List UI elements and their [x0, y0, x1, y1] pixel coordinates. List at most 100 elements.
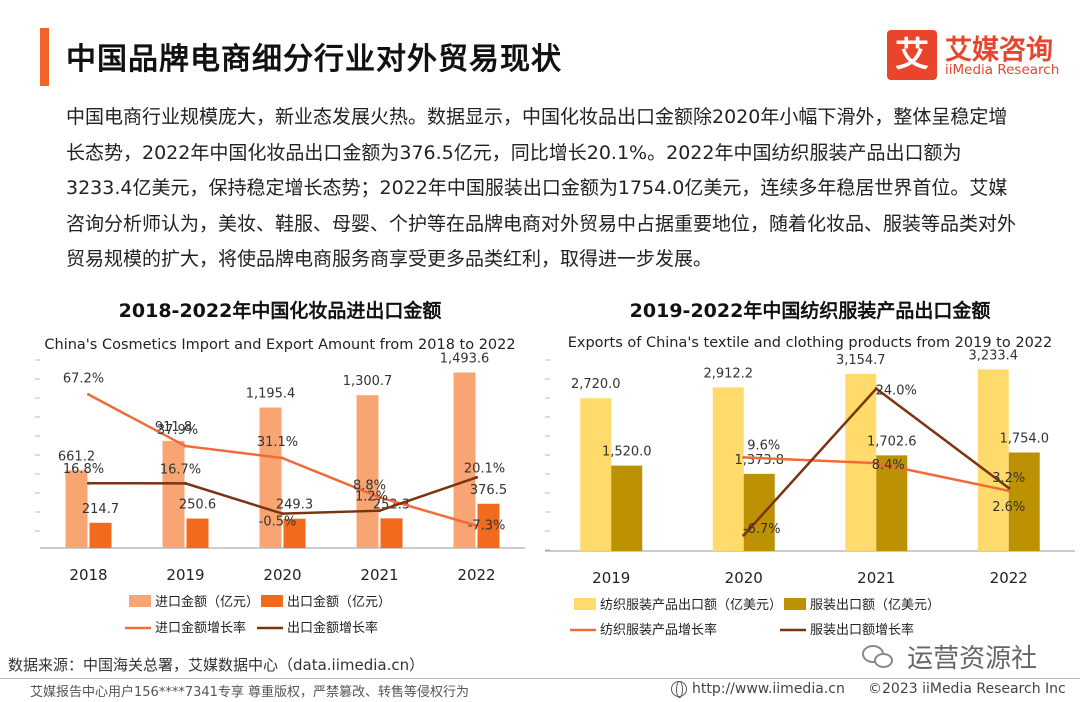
watermark-text: 运营资源社 — [907, 644, 1038, 674]
legend-label: 出口金额（亿元） — [287, 594, 391, 610]
rate-label: 31.1% — [257, 435, 298, 450]
legend-label: 纺织服装产品出口额（亿美元） — [600, 598, 782, 613]
rate-label: 1.2% — [355, 490, 388, 505]
rate-label: 8.8% — [353, 478, 386, 493]
data-source: 数据来源：中国海关总署，艾媒数据中心（data.iimedia.cn） — [8, 656, 425, 674]
legend-label: 纺织服装产品增长率 — [600, 622, 717, 638]
rate-point — [378, 495, 381, 499]
rate-label: 67.2% — [63, 372, 104, 387]
bar-b — [611, 465, 643, 551]
rate-point — [281, 512, 284, 516]
bar-value-label: 3,233.4 — [968, 348, 1018, 363]
x-tick-label: 2022 — [457, 566, 495, 584]
bar-a — [977, 369, 1009, 551]
legend-label: 进口金额增长率 — [155, 620, 246, 636]
bar-a — [356, 395, 379, 548]
bar-value-label: 376.5 — [470, 483, 507, 498]
rate-label: 3.2% — [992, 471, 1025, 486]
rate-label: -7.3% — [468, 519, 506, 534]
bar-value-label: 2,912.2 — [703, 366, 753, 381]
rate-label: 2.6% — [992, 500, 1025, 515]
bar-value-label: 249.3 — [276, 498, 313, 513]
x-tick-label: 2020 — [725, 569, 763, 587]
rate-point — [184, 481, 187, 485]
rate-point — [742, 455, 746, 459]
title-accent-bar — [40, 28, 49, 86]
bar-value-label: 911.8 — [155, 420, 192, 435]
bar-b — [283, 518, 306, 548]
bar-a — [162, 440, 185, 548]
chart-2: 2019-2022年中国纺织服装产品出口金额 Exports of China's… — [545, 299, 1075, 638]
rate-point — [475, 524, 478, 528]
bar-a — [65, 470, 88, 548]
rate-point — [87, 481, 90, 485]
x-tick-label: 2019 — [166, 566, 204, 584]
bar-a — [580, 398, 612, 551]
legend-swatch — [129, 595, 151, 607]
chart-subtitle: Exports of China's textile and clothing … — [568, 335, 1053, 351]
rate-label: -0.5% — [259, 515, 297, 530]
legend-swatch — [574, 598, 596, 610]
legend-label: 服装出口额（亿美元） — [810, 598, 940, 613]
legend-label: 服装出口额增长率 — [810, 622, 914, 638]
rate-point — [475, 475, 478, 479]
rate-label: 8.4% — [872, 458, 905, 473]
rate-point — [1007, 489, 1011, 493]
x-tick-label: 2018 — [69, 566, 107, 584]
rate-label: 20.1% — [464, 461, 505, 476]
rate-point — [742, 533, 746, 537]
legend-swatch — [261, 595, 283, 607]
chart-subtitle: China's Cosmetics Import and Export Amou… — [44, 337, 515, 353]
rate-label: 37.9% — [157, 423, 198, 438]
bar-b — [477, 503, 500, 548]
bar-value-label: 1,520.0 — [602, 445, 652, 460]
iimedia-logo: 艾 艾媒咨询 iiMedia Research — [887, 28, 1060, 84]
bar-value-label: 250.6 — [179, 498, 216, 513]
x-tick-label: 2021 — [360, 566, 398, 584]
rate-point — [874, 461, 878, 465]
logo-cn-text: 艾媒咨询 — [945, 35, 1053, 66]
copyright-mark: ©2023 iiMedia Research Inc — [868, 681, 1066, 697]
logo-en-text: iiMedia Research — [945, 62, 1060, 78]
page-title: 中国品牌电商细分行业对外贸易现状 — [66, 42, 562, 77]
legend-label: 进口金额（亿元） — [155, 594, 259, 610]
logo-mark: 艾 — [887, 30, 937, 80]
bar-b — [743, 473, 775, 551]
rate-point — [281, 456, 284, 460]
rate-point — [184, 444, 187, 448]
bar-b — [186, 518, 209, 548]
bar-value-label: 1,493.6 — [440, 352, 490, 367]
chart-title: 2018-2022年中国化妆品进出口金额 — [119, 299, 442, 322]
globe-icon — [671, 681, 687, 698]
charts-canvas: 2018-2022年中国化妆品进出口金额 China's Cosmetics Im… — [35, 299, 1075, 638]
bar-value-label: 1,195.4 — [246, 387, 296, 402]
bar-value-label: 661.2 — [58, 449, 95, 464]
bar-b — [89, 522, 112, 548]
chart-title: 2019-2022年中国纺织服装产品出口金额 — [630, 299, 991, 322]
rate-label: 24.0% — [876, 384, 917, 399]
bar-value-label: 1,702.6 — [867, 434, 917, 449]
rate-point — [378, 509, 381, 513]
legend-swatch — [784, 598, 806, 610]
footer-divider — [0, 678, 1080, 679]
bar-value-label: 1,300.7 — [343, 374, 393, 389]
x-tick-label: 2019 — [592, 569, 630, 587]
wechat-icon — [862, 643, 896, 671]
site-link[interactable]: http://www.iimedia.cn — [692, 681, 845, 697]
watermark: 运营资源社 — [862, 638, 1038, 674]
bar-value-label: 1,373.8 — [734, 453, 784, 468]
rate-point — [874, 387, 878, 391]
bar-a — [453, 372, 476, 548]
x-tick-label: 2021 — [857, 569, 895, 587]
bar-value-label: 1,754.0 — [999, 431, 1049, 446]
bar-value-label: 2,720.0 — [571, 377, 621, 392]
copyright-notice: 艾媒报告中心用户156****7341专享 尊重版权，严禁篡改、转售等侵权行为 — [30, 685, 470, 700]
rate-point — [1007, 486, 1011, 490]
rate-label: 16.8% — [63, 462, 104, 477]
intro-paragraph: 中国电商行业规模庞大，新业态发展火热。数据显示，中国化妆品出口金额除2020年小… — [66, 106, 1017, 270]
rate-label: 16.7% — [160, 462, 201, 477]
bar-b — [1008, 452, 1040, 551]
bar-a — [712, 387, 744, 551]
rate-label: 9.6% — [747, 438, 780, 453]
x-tick-label: 2020 — [263, 566, 301, 584]
